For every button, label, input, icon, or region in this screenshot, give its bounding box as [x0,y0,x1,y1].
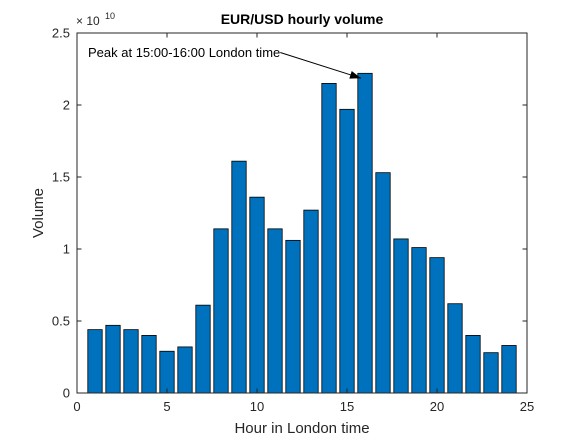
y-axis-label: Volume [30,188,47,238]
x-tick-label: 10 [250,399,264,414]
x-axis-label: Hour in London time [234,420,369,437]
bar-hour-14 [321,83,337,394]
bar-hour-11 [267,228,283,394]
y-tick-label: 0 [63,386,70,401]
bar-hour-13 [303,209,319,394]
x-tick-label: 5 [163,399,170,414]
y-axis-exponent-power: 10 [105,11,115,21]
annotation-layer: Peak at 15:00-16:00 London time [88,45,362,79]
y-tick-label: 1 [63,242,70,257]
axes-layer [76,32,528,394]
bar-hour-16 [357,72,373,394]
bar-hour-6 [177,346,193,394]
peak-annotation-arrow-line [280,52,362,79]
bar-hour-4 [141,334,157,394]
peak-annotation-text: Peak at 15:00-16:00 London time [88,45,280,60]
bar-hour-19 [411,247,427,394]
bar-hour-23 [483,352,499,394]
x-tick-label: 0 [73,399,80,414]
peak-annotation-arrowhead [349,71,361,79]
bar-hour-22 [465,334,481,394]
bar-hour-24 [501,345,517,394]
bar-hour-10 [249,196,265,394]
bar-hour-2 [105,324,121,394]
y-tick-label: 0.5 [52,314,70,329]
chart-title: EUR/USD hourly volume [221,11,384,27]
y-tick-label: 2.5 [52,26,70,41]
bar-hour-7 [195,304,211,394]
bar-hour-15 [339,108,355,394]
bar-hour-17 [375,172,391,394]
bars-layer [87,72,517,394]
bar-hour-5 [159,350,175,394]
bar-hour-18 [393,238,409,394]
ticks-layer: 0 5 10 15 20 25 0 0.5 1 1.5 2 2.5 [52,26,534,415]
bar-hour-21 [447,303,463,394]
bar-hour-9 [231,160,247,394]
bar-hour-1 [87,329,103,394]
bar-hour-20 [429,257,445,394]
y-tick-label: 1.5 [52,170,70,185]
bar-hour-8 [213,228,229,394]
y-tick-label: 2 [63,98,70,113]
y-axis-exponent-label: × 10 10 [76,11,115,28]
axes-box [76,32,528,394]
bar-hour-12 [285,239,301,394]
x-tick-label: 15 [340,399,354,414]
x-tick-label: 25 [520,399,534,414]
y-axis-exponent-base: × 10 [76,14,100,28]
x-tick-label: 20 [430,399,444,414]
bar-hour-3 [123,329,139,394]
